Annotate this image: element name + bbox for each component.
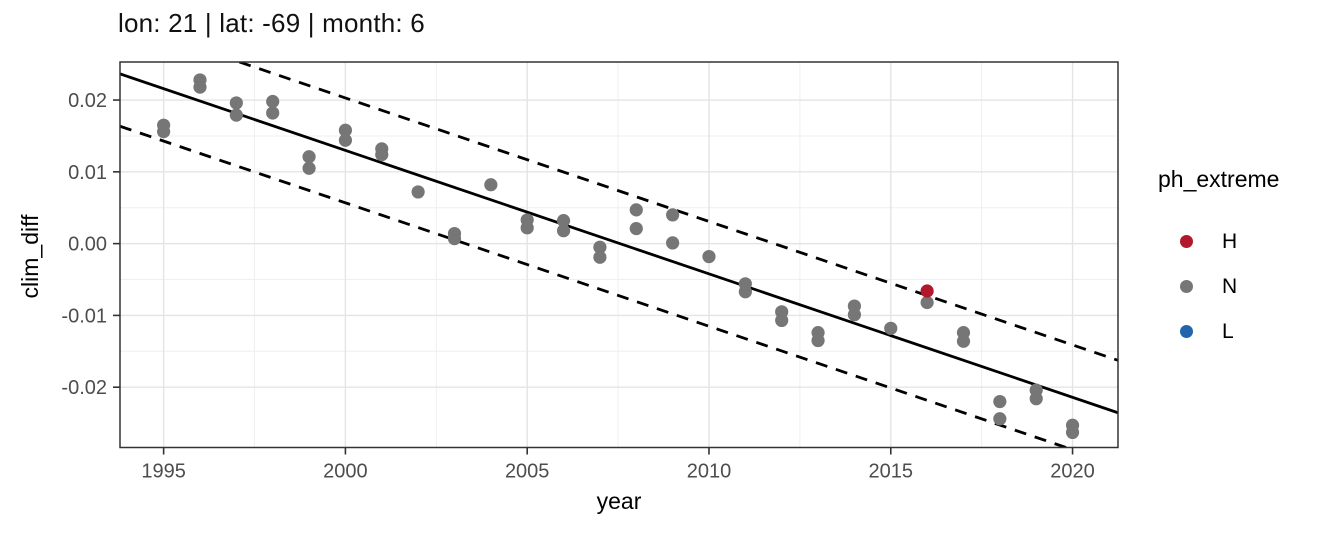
data-point-n [1029, 392, 1043, 406]
data-point-n [520, 221, 534, 235]
x-tick-label: 2010 [687, 461, 732, 483]
trend-line [120, 72, 1118, 415]
legend-title: ph_extreme [1158, 166, 1280, 192]
x-tick-label: 1995 [141, 461, 186, 483]
x-tick-label: 2015 [869, 461, 914, 483]
data-point-n [629, 203, 643, 217]
data-point-n [229, 96, 243, 110]
x-axis-title: year [596, 488, 642, 514]
panel-background [120, 62, 1118, 448]
data-point-n [593, 250, 607, 264]
legend-entry-label: N [1222, 274, 1238, 298]
data-point-n [811, 333, 825, 348]
data-point-n [375, 148, 389, 162]
data-point-n [884, 321, 898, 335]
data-point-n [338, 133, 353, 147]
data-point-n [593, 240, 607, 254]
data-point-n [556, 214, 571, 228]
legend-entry-h: H [1158, 219, 1279, 264]
data-point-n [993, 394, 1007, 409]
x-tick-label: 2005 [505, 461, 550, 483]
legend-point-icon [1180, 235, 1193, 248]
legend-point-icon [1180, 325, 1193, 338]
data-point-n [920, 295, 934, 310]
legend-point-icon [1180, 280, 1193, 293]
upper-interval-line [235, 62, 1118, 362]
data-point-n [629, 221, 643, 236]
data-point-n [666, 236, 680, 250]
y-tick-label: 0.01 [68, 162, 107, 184]
legend-entry-l: L [1158, 309, 1279, 354]
data-point-n [338, 123, 353, 137]
y-tick-label: -0.01 [61, 305, 107, 327]
plot-title: lon: 21 | lat: -69 | month: 6 [118, 8, 425, 38]
data-point-n [775, 313, 789, 328]
y-axis-title: clim_diff [17, 214, 43, 299]
legend-entry-label: H [1222, 229, 1238, 253]
data-point-h [920, 284, 934, 298]
data-point-n [193, 80, 207, 94]
data-point-n [411, 185, 425, 199]
lower-interval-line [120, 124, 1071, 448]
data-point-n [847, 308, 862, 322]
legend-entry-n: N [1158, 264, 1279, 309]
data-point-n [702, 249, 716, 264]
panel-border [119, 61, 1119, 449]
data-point-n [666, 208, 680, 222]
data-point-n [993, 412, 1007, 426]
y-tick-label: -0.02 [61, 377, 107, 399]
data-point-n [447, 231, 462, 246]
x-tick-label: 2000 [323, 461, 368, 483]
data-point-n [484, 178, 498, 192]
data-point-n [302, 150, 316, 164]
x-tick-label: 2020 [1050, 461, 1095, 483]
data-point-n [738, 285, 752, 299]
data-point-n [1065, 425, 1080, 440]
data-point-n [157, 125, 171, 139]
data-point-n [556, 224, 571, 238]
y-tick-label: 0.00 [68, 234, 107, 256]
data-point-n [302, 161, 316, 175]
legend: ph_extreme H N L [1158, 166, 1279, 354]
data-point-n [229, 108, 243, 122]
data-point-n [956, 334, 971, 348]
data-point-n [266, 94, 280, 109]
data-point-n [266, 106, 280, 120]
y-tick-label: 0.02 [68, 90, 107, 112]
legend-entry-label: L [1222, 319, 1234, 343]
